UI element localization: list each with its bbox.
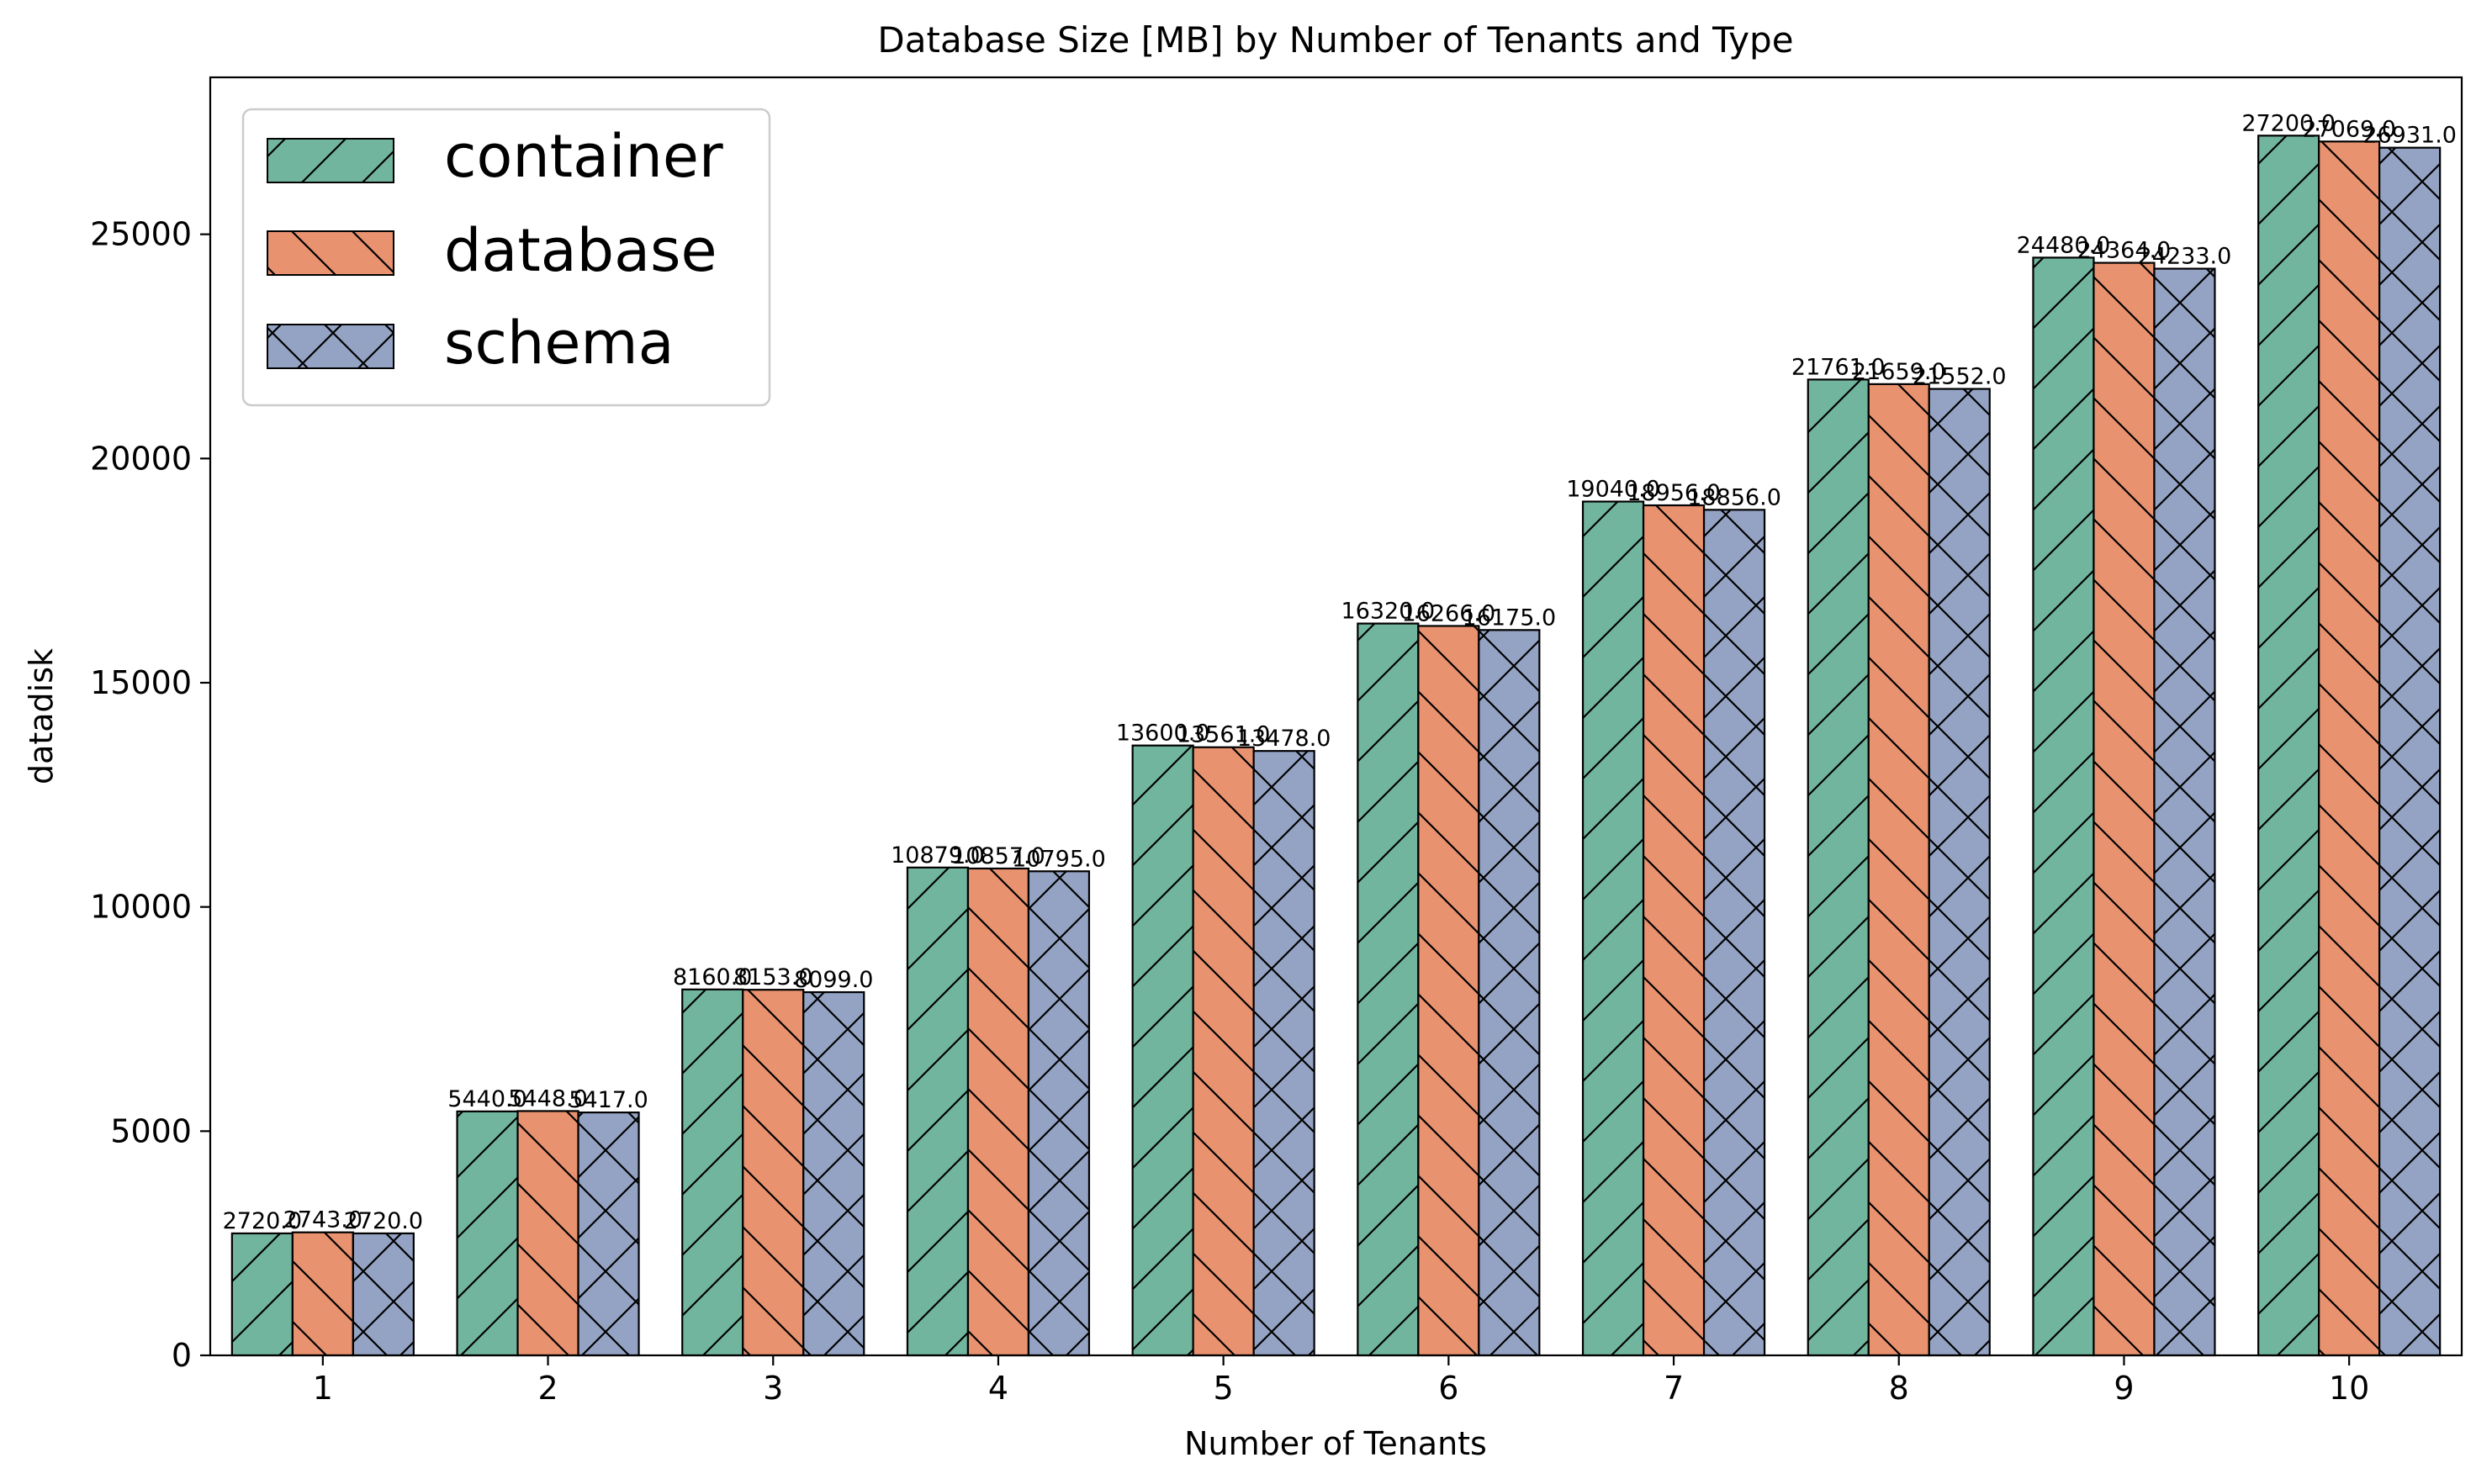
legend-hatch-schema bbox=[267, 324, 394, 369]
bar-hatch-schema-10 bbox=[2378, 146, 2442, 1357]
value-label-database-4: 10857.0 bbox=[951, 843, 1045, 869]
value-label-database-2: 5448.0 bbox=[508, 1085, 587, 1112]
bar-hatch-database-8 bbox=[1867, 383, 1930, 1357]
value-label-database-10: 27069.0 bbox=[2302, 116, 2396, 142]
value-label-database-7: 18956.0 bbox=[1627, 480, 1721, 506]
bar-hatch-schema-1 bbox=[352, 1232, 415, 1357]
value-label-schema-3: 8099.0 bbox=[794, 967, 873, 993]
value-label-container-3: 8160.0 bbox=[673, 964, 752, 990]
bar-hatch-schema-6 bbox=[1478, 629, 1541, 1357]
y-tick-label: 5000 bbox=[110, 1112, 192, 1149]
x-tick-label: 4 bbox=[988, 1370, 1008, 1407]
value-label-database-8: 21659.0 bbox=[1852, 359, 1946, 385]
bar-hatch-container-3 bbox=[681, 988, 744, 1357]
legend-item-database: database bbox=[267, 216, 717, 285]
value-label-schema-6: 16175.0 bbox=[1463, 605, 1557, 631]
value-label-container-7: 19040.0 bbox=[1566, 477, 1660, 503]
bars-layer bbox=[230, 135, 2442, 1357]
plot-frame bbox=[209, 76, 2463, 1357]
value-label-schema-8: 21552.0 bbox=[1913, 364, 2007, 390]
x-tick-label: 10 bbox=[2329, 1370, 2369, 1407]
value-label-schema-4: 10795.0 bbox=[1012, 846, 1106, 872]
bar-hatch-container-9 bbox=[2032, 256, 2095, 1357]
bar-hatch-container-2 bbox=[456, 1110, 519, 1357]
value-label-container-10: 27200.0 bbox=[2241, 110, 2336, 136]
bar-hatch-schema-2 bbox=[577, 1111, 640, 1357]
value-label-container-1: 2720.0 bbox=[223, 1208, 302, 1234]
bar-hatch-container-5 bbox=[1131, 744, 1194, 1357]
y-tick-label: 20000 bbox=[90, 440, 192, 477]
bar-hatch-database-5 bbox=[1192, 746, 1255, 1357]
y-axis-label: datadisk bbox=[23, 648, 60, 784]
bar-hatch-database-10 bbox=[2318, 140, 2381, 1357]
y-tick-label: 25000 bbox=[90, 216, 192, 253]
value-label-schema-7: 18856.0 bbox=[1687, 484, 1781, 510]
bar-hatch-database-2 bbox=[516, 1110, 579, 1357]
legend: container database schema bbox=[241, 108, 771, 407]
legend-item-schema: schema bbox=[267, 309, 674, 378]
value-label-container-6: 16320.0 bbox=[1341, 599, 1436, 625]
y-tick-label: 0 bbox=[172, 1337, 192, 1374]
x-axis-label: Number of Tenants bbox=[1184, 1425, 1487, 1462]
value-label-schema-2: 5417.0 bbox=[569, 1087, 648, 1113]
x-tick-label: 3 bbox=[763, 1370, 783, 1407]
bar-hatch-schema-8 bbox=[1928, 388, 1991, 1357]
value-label-database-6: 16266.0 bbox=[1402, 600, 1496, 626]
legend-label-container: container bbox=[444, 122, 723, 191]
x-tick-label: 5 bbox=[1214, 1370, 1234, 1407]
value-label-database-1: 2743.0 bbox=[283, 1207, 362, 1233]
x-tick-label: 6 bbox=[1438, 1370, 1458, 1407]
value-label-schema-9: 24233.0 bbox=[2138, 244, 2232, 270]
x-tick-label: 2 bbox=[537, 1370, 558, 1407]
x-tick-label: 9 bbox=[2114, 1370, 2134, 1407]
value-label-schema-5: 13478.0 bbox=[1237, 726, 1331, 752]
value-label-database-9: 24364.0 bbox=[2077, 238, 2172, 264]
bar-hatch-database-7 bbox=[1642, 504, 1706, 1357]
legend-hatch-container bbox=[267, 138, 394, 183]
value-label-container-5: 13600.0 bbox=[1116, 721, 1210, 747]
bar-hatch-schema-7 bbox=[1702, 509, 1766, 1357]
x-axis: 1 2 3 4 5 6 7 8 9 10 bbox=[313, 1355, 2369, 1407]
legend-label-database: database bbox=[444, 216, 717, 285]
y-tick-label: 15000 bbox=[90, 664, 192, 701]
chart-title: Database Size [MB] by Number of Tenants … bbox=[877, 19, 1793, 61]
bar-hatch-container-6 bbox=[1357, 622, 1420, 1357]
bar-hatch-container-8 bbox=[1807, 378, 1870, 1357]
bar-hatch-schema-3 bbox=[802, 990, 865, 1357]
value-label-container-8: 21761.0 bbox=[1791, 354, 1886, 380]
bar-hatch-database-1 bbox=[291, 1231, 354, 1357]
value-label-database-5: 13561.0 bbox=[1177, 722, 1271, 748]
bar-hatch-container-10 bbox=[2257, 135, 2320, 1357]
bar-hatch-database-6 bbox=[1417, 625, 1480, 1357]
bar-hatch-container-4 bbox=[906, 866, 970, 1357]
value-label-container-9: 24480.0 bbox=[2017, 232, 2111, 258]
bar-hatch-schema-4 bbox=[1027, 870, 1091, 1357]
y-axis: 0 5000 10000 15000 20000 25000 bbox=[90, 216, 210, 1374]
bar-hatch-schema-5 bbox=[1252, 750, 1315, 1357]
bar-hatch-container-7 bbox=[1581, 500, 1645, 1357]
legend-item-container: container bbox=[267, 122, 723, 191]
legend-label-schema: schema bbox=[444, 309, 674, 378]
value-label-schema-1: 2720.0 bbox=[344, 1208, 423, 1234]
bar-hatch-database-9 bbox=[2093, 261, 2156, 1357]
x-tick-label: 7 bbox=[1664, 1370, 1684, 1407]
value-label-container-2: 5440.0 bbox=[447, 1086, 526, 1112]
bar-hatch-schema-9 bbox=[2153, 267, 2216, 1357]
value-label-container-4: 10879.0 bbox=[891, 842, 985, 869]
bar-hatch-container-1 bbox=[230, 1232, 294, 1357]
value-label-schema-10: 26931.0 bbox=[2362, 123, 2457, 149]
x-tick-label: 1 bbox=[313, 1370, 333, 1407]
x-tick-label: 8 bbox=[1889, 1370, 1909, 1407]
legend-hatch-database bbox=[267, 230, 394, 276]
value-label-database-3: 8153.0 bbox=[733, 964, 812, 990]
bar-hatch-database-4 bbox=[966, 867, 1030, 1357]
y-tick-label: 10000 bbox=[90, 889, 192, 926]
bar-hatch-database-3 bbox=[742, 989, 805, 1357]
